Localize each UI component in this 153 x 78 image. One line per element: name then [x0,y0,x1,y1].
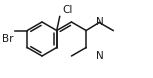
Text: Br: Br [2,34,14,44]
Text: N: N [96,51,104,61]
Text: Cl: Cl [63,5,73,15]
Text: N: N [96,17,104,27]
